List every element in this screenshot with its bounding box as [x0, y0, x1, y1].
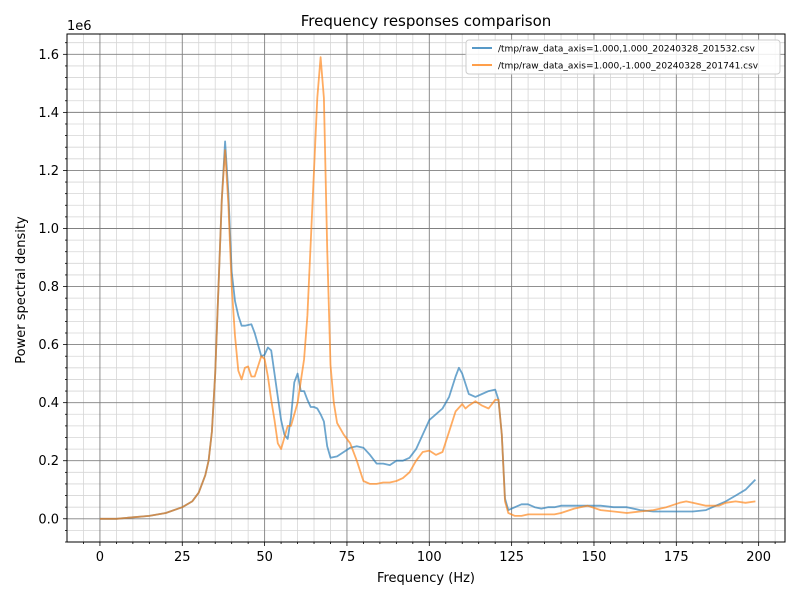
series-layer: [99, 56, 757, 520]
series-line-1: [99, 140, 757, 520]
x-axis-ticks: 0 25 50 75 100 125 150 175 200: [83, 542, 776, 565]
chart-title: Frequency responses comparison: [301, 12, 552, 30]
x-tick-label: 50: [256, 550, 273, 565]
x-tick-label: 200: [746, 550, 771, 565]
major-grid: [67, 34, 785, 542]
x-tick-label: 150: [582, 550, 607, 565]
x-tick-label: 100: [417, 550, 442, 565]
y-tick-label: 1.2: [38, 164, 59, 179]
x-axis-label: Frequency (Hz): [377, 571, 475, 586]
y-tick-label: 0.2: [38, 454, 59, 469]
x-tick-label: 175: [664, 550, 689, 565]
plot-area: [67, 34, 785, 542]
series-line-2: [99, 56, 756, 520]
y-tick-label: 1.6: [38, 48, 59, 63]
y-tick-label: 0.4: [38, 396, 59, 411]
legend-box: [465, 39, 781, 75]
x-tick-label: 0: [96, 550, 104, 565]
legend-label-series-2: /tmp/raw_data_axis=1.000,-1.000_20240328…: [498, 62, 759, 72]
axes-frame: [66, 33, 786, 543]
y-tick-label: 0.6: [38, 338, 59, 353]
x-tick-label: 75: [339, 550, 356, 565]
x-tick-label: 125: [499, 550, 524, 565]
legend: /tmp/raw_data_axis=1.000,1.000_20240328_…: [465, 39, 781, 75]
y-axis-ticks: 0.0 0.2 0.4 0.6 0.8 1.0 1.2 1.4 1.6: [38, 42, 67, 543]
legend-label-series-1: /tmp/raw_data_axis=1.000,1.000_20240328_…: [498, 45, 756, 55]
y-tick-label: 0.0: [38, 512, 59, 527]
y-tick-label: 1.0: [38, 222, 59, 237]
y-tick-label: 0.8: [38, 280, 59, 295]
x-tick-label: 25: [174, 550, 191, 565]
y-axis-offset-text: 1e6: [67, 19, 92, 34]
y-tick-label: 1.4: [38, 106, 59, 121]
y-axis-label: Power spectral density: [14, 216, 29, 364]
